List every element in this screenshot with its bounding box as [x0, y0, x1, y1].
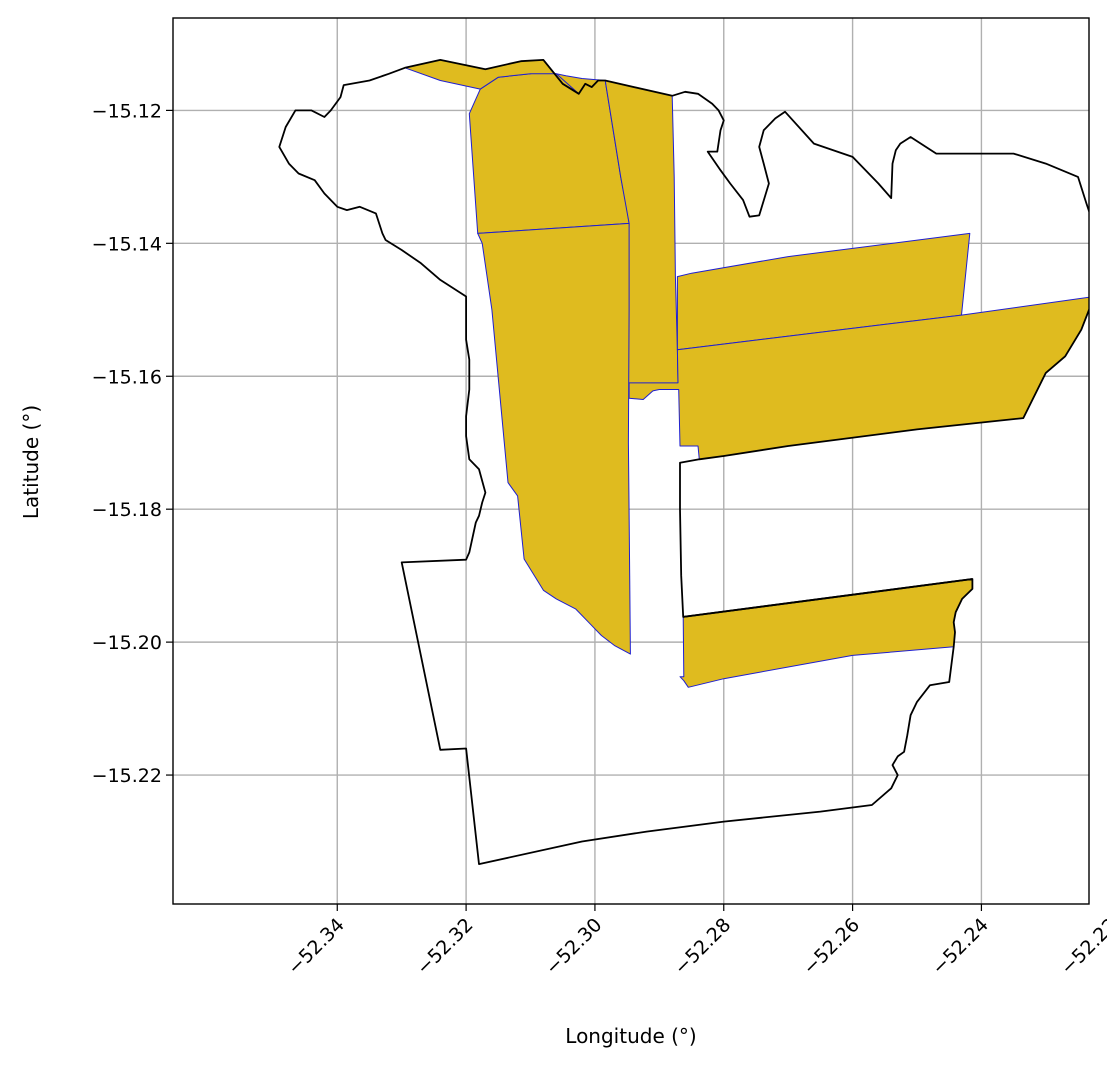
outline-outer-boundary — [278, 59, 1089, 865]
outline-paths — [278, 59, 1089, 865]
y-tick-label: −15.20 — [92, 632, 162, 654]
filled-region-north-strip-west — [468, 70, 630, 234]
y-tick-label: −15.12 — [92, 100, 162, 122]
filled-region-central-west-strip — [477, 222, 631, 655]
y-axis-ticks: −15.12 −15.14 −15.16 −15.18 −15.20 −15.22 — [92, 100, 173, 787]
outline-south-strip-top-edge — [683, 578, 973, 618]
y-tick-label: −15.16 — [92, 366, 162, 388]
y-tick-label: −15.18 — [92, 499, 162, 521]
filled-regions — [404, 59, 1089, 688]
y-axis-label: Latitude (°) — [19, 405, 43, 519]
y-tick-label: −15.14 — [92, 233, 162, 255]
x-axis-label: Longitude (°) — [565, 1024, 696, 1048]
plot-frame — [172, 17, 1090, 905]
y-tick-label: −15.22 — [92, 765, 162, 787]
